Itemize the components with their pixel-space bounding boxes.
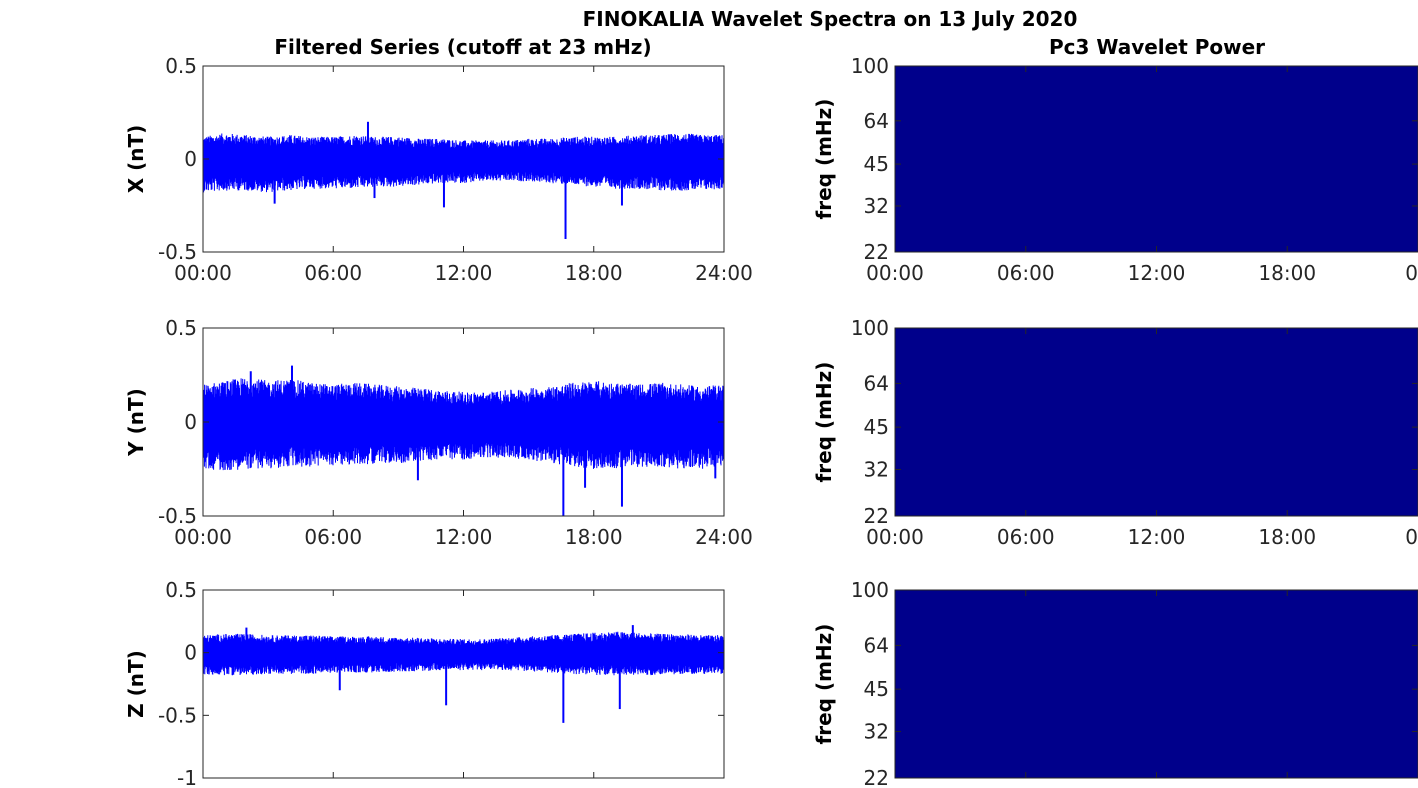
y-tick-label: 100	[851, 578, 889, 602]
y-axis-label: X (nT)	[124, 125, 148, 194]
x-tick-label: 18:00	[565, 525, 623, 549]
x-tick-label: 18:00	[1258, 261, 1316, 285]
y-tick-label: 0.5	[165, 578, 197, 602]
panel-5: 00:00 06:00 12:00 18:00 00 22 32 45 64 100 freq (m…	[812, 316, 1418, 549]
panel-3: -1 -0.5 0 0.5 Z (nT)	[124, 578, 725, 788]
y-tick-label: 0.5	[165, 316, 197, 340]
y-tick-label: 22	[864, 766, 889, 788]
y-tick-label: 100	[851, 316, 889, 340]
y-axis-label: Y (nT)	[124, 388, 148, 457]
axes-box	[202, 589, 725, 779]
y-tick-label: -0.5	[158, 504, 197, 528]
series-line	[203, 631, 724, 676]
x-tick-label: 18:00	[1258, 525, 1316, 549]
wavelet-power-image	[895, 328, 1418, 516]
x-tick-label: 06:00	[997, 261, 1055, 285]
y-axis-label: freq (mHz)	[812, 99, 836, 220]
x-tick-label: 00:00	[174, 261, 232, 285]
series-line	[203, 378, 724, 471]
figure-suptitle: FINOKALIA Wavelet Spectra on 13 July 202…	[583, 7, 1078, 31]
y-tick-label: 45	[864, 415, 889, 439]
y-tick-label: 0	[184, 410, 197, 434]
y-tick-label: 0	[184, 641, 197, 665]
x-tick-label: 00	[1405, 525, 1418, 549]
x-tick-label: 06:00	[304, 261, 362, 285]
x-tick-label: 12:00	[435, 525, 493, 549]
y-tick-label: 64	[864, 109, 889, 133]
y-axis-label: freq (mHz)	[812, 362, 836, 483]
y-tick-label: -0.5	[158, 703, 197, 727]
panel-4: 00:00 06:00 12:00 18:00 00 22 32 45 64 100 freq (m…	[812, 54, 1418, 285]
y-tick-label: 45	[864, 152, 889, 176]
y-tick-label: 64	[864, 371, 889, 395]
x-tick-label: 06:00	[304, 525, 362, 549]
x-tick-label: 12:00	[1128, 525, 1186, 549]
series-line	[203, 133, 724, 193]
y-tick-label: 32	[864, 194, 889, 218]
x-tick-label: 12:00	[1128, 261, 1186, 285]
left-column-title: Filtered Series (cutoff at 23 mHz)	[274, 35, 651, 59]
y-tick-label: 45	[864, 677, 889, 701]
panel-2: 00:00 06:00 12:00 18:00 24:00 -0.5 0 0.5 Y (nT)	[124, 316, 753, 549]
x-tick-label: 00:00	[866, 261, 924, 285]
y-tick-label: 32	[864, 719, 889, 743]
x-tick-label: 06:00	[997, 525, 1055, 549]
x-tick-label: 00:00	[866, 525, 924, 549]
wavelet-power-image	[895, 66, 1418, 252]
panels: 00:00 06:00 12:00 18:00 24:00-0.500.5X (nT)0…	[124, 54, 1418, 788]
x-tick-label: 24:00	[695, 525, 753, 549]
y-tick-label: 22	[864, 240, 889, 264]
y-tick-label: 100	[851, 54, 889, 78]
wavelet-power-image	[895, 590, 1418, 778]
x-tick-label: 00:00	[174, 525, 232, 549]
y-tick-label: 32	[864, 457, 889, 481]
right-column-title: Pc3 Wavelet Power	[1049, 35, 1265, 59]
y-axis-label: Z (nT)	[124, 650, 148, 718]
panel-6: 22 32 45 64 100 freq (mHz)	[812, 578, 1418, 788]
y-tick-label: 0.5	[165, 54, 197, 78]
x-tick-label: 00	[1405, 261, 1418, 285]
y-tick-label: 64	[864, 633, 889, 657]
y-tick-label: 22	[864, 504, 889, 528]
x-tick-label: 24:00	[695, 261, 753, 285]
y-tick-label: -1	[177, 766, 197, 788]
panel-1: 00:00 06:00 12:00 18:00 24:00 -0.5 0 0.5 X (nT)	[124, 54, 753, 285]
y-axis-label: freq (mHz)	[812, 624, 836, 745]
x-tick-label: 12:00	[435, 261, 493, 285]
y-tick-label: 0	[184, 147, 197, 171]
x-tick-label: 18:00	[565, 261, 623, 285]
y-tick-label: -0.5	[158, 240, 197, 264]
